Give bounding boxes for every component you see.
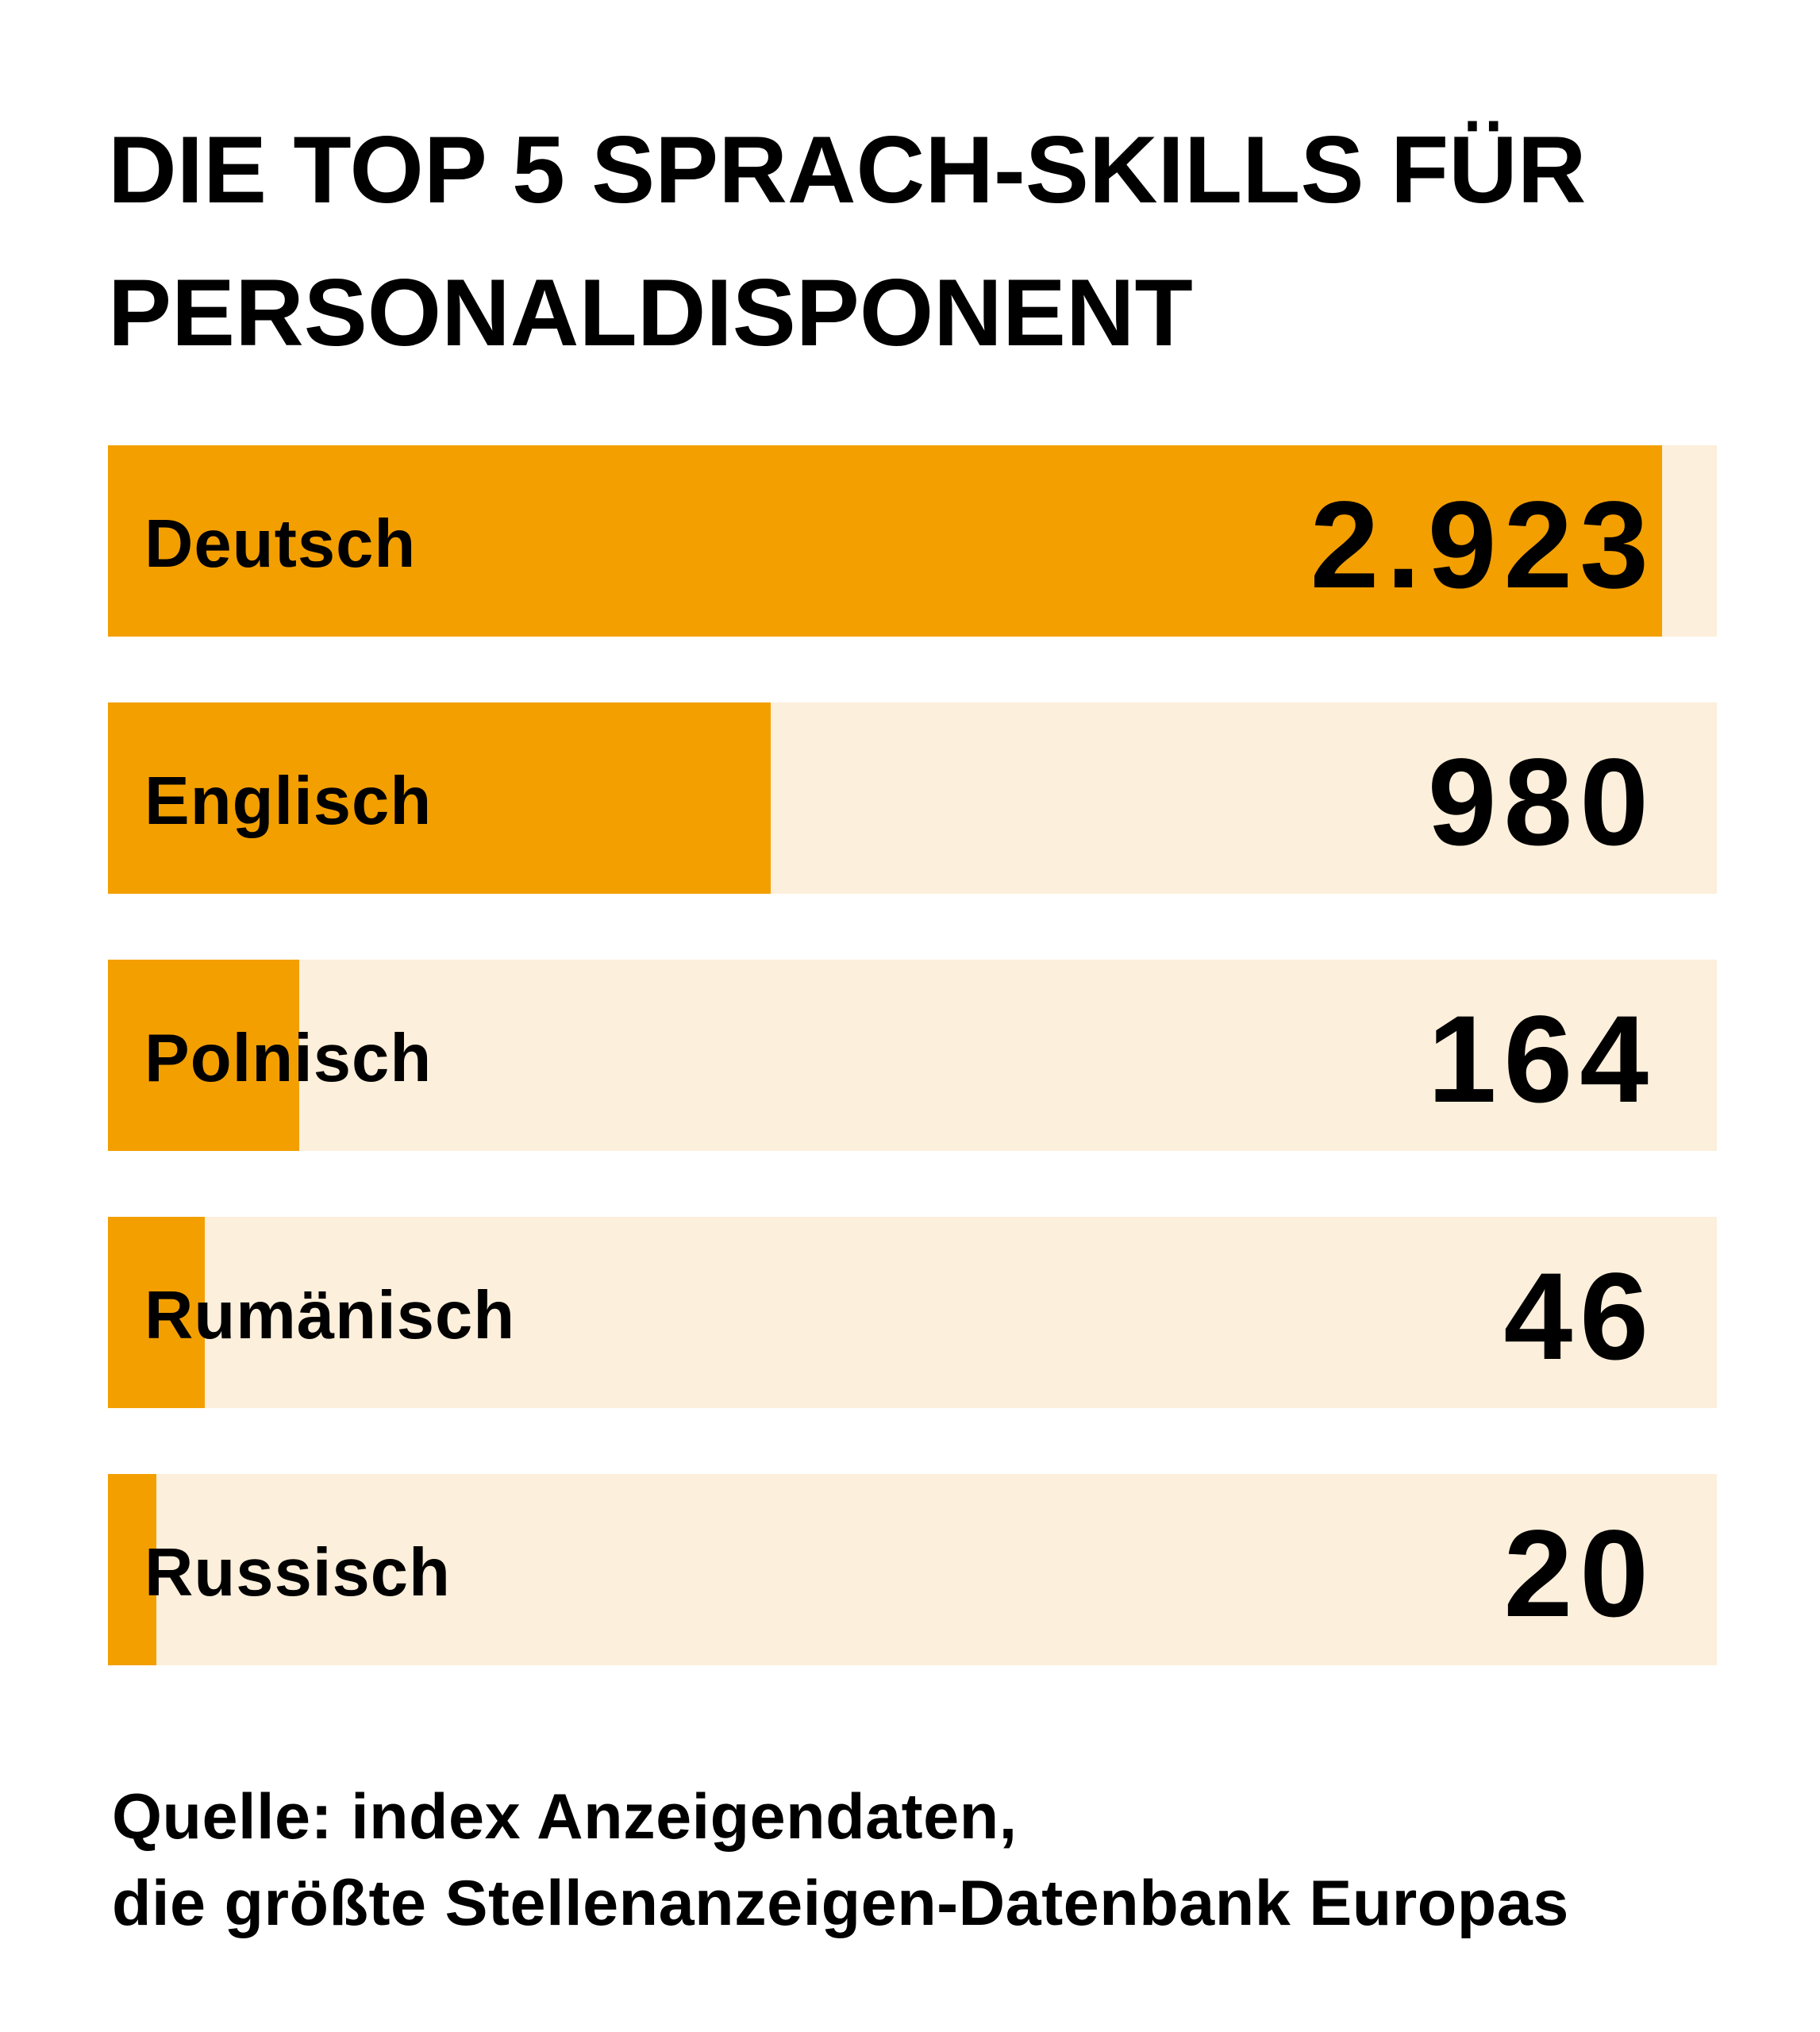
bar-row-russisch: Russisch 20 [108, 1474, 1717, 1665]
bar-fill [108, 960, 300, 1151]
bar-fill [108, 1474, 156, 1665]
chart-title-line-1: DIE TOP 5 SPRACH-SKILLS FÜR [108, 117, 1587, 223]
bar-value: 46 [1503, 1248, 1656, 1386]
bar-row-englisch: Englisch 980 [108, 702, 1717, 894]
source-note: Quelle: index Anzeigendaten, die größte … [112, 1774, 1569, 1947]
bar-row-rumaenisch: Rumänisch 46 [108, 1217, 1717, 1408]
bar-value: 980 [1427, 733, 1656, 872]
bar-fill [108, 445, 1663, 637]
bar-fill [108, 702, 771, 894]
source-line-2: die größte Stellenanzeigen-Datenbank Eur… [112, 1868, 1569, 1939]
bar-label: Englisch [144, 764, 433, 839]
bar-label: Rumänisch [144, 1278, 516, 1353]
bar-value: 2.923 [1310, 476, 1656, 614]
bar-value: 20 [1503, 1505, 1656, 1643]
bar-row-deutsch: Deutsch 2.923 [108, 445, 1717, 637]
chart-title: DIE TOP 5 SPRACH-SKILLS FÜR PERSONALDISP… [108, 98, 1775, 384]
chart-title-line-2: PERSONALDISPONENT [108, 260, 1193, 366]
bar-label: Deutsch [144, 506, 417, 582]
bar-label: Russisch [144, 1535, 451, 1611]
bar-row-polnisch: Polnisch 164 [108, 960, 1717, 1151]
bar-fill [108, 1217, 205, 1408]
bar-label: Polnisch [144, 1021, 433, 1096]
source-line-1: Quelle: index Anzeigendaten, [112, 1781, 1018, 1853]
bar-value: 164 [1427, 991, 1656, 1129]
